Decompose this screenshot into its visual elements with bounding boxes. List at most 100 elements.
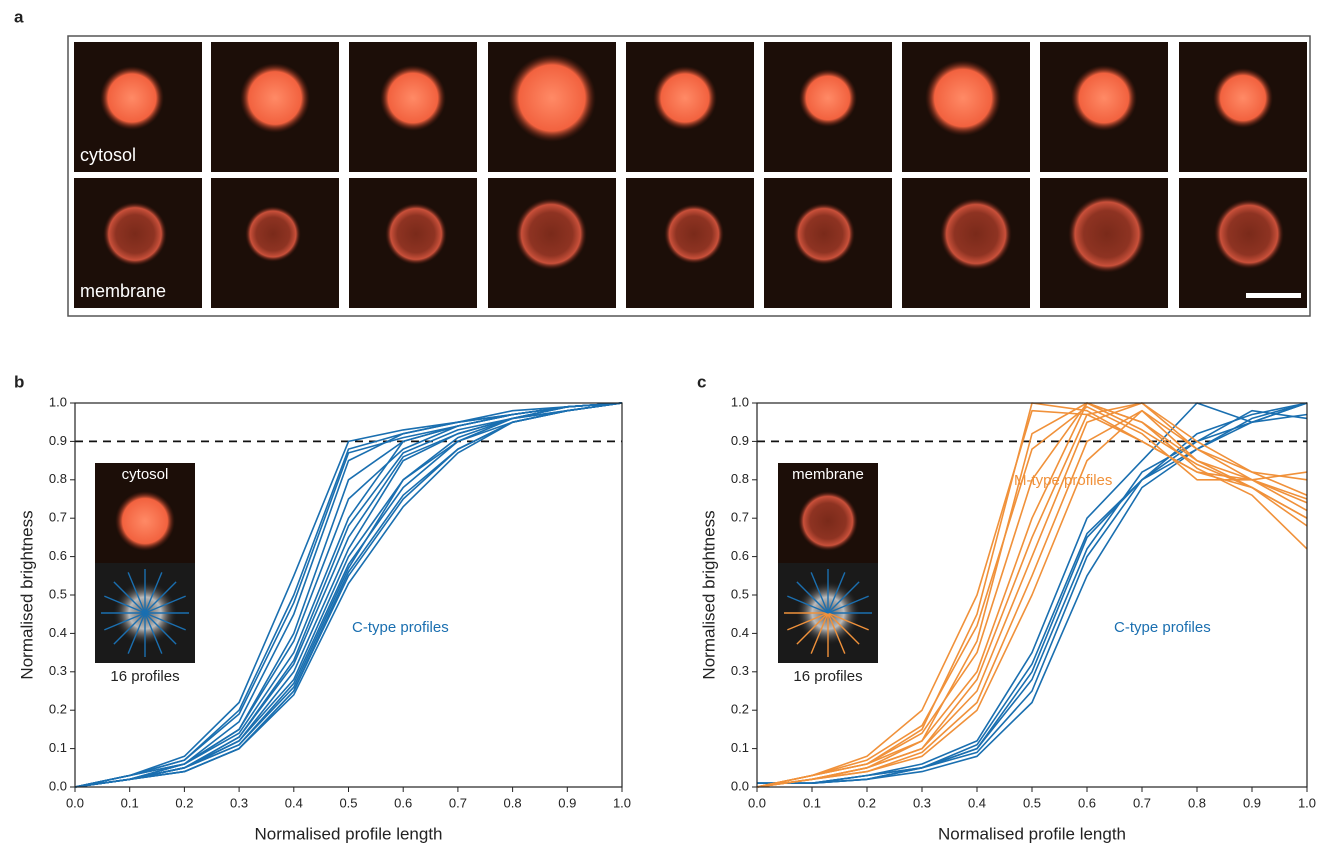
inset-caption: 16 profiles xyxy=(110,668,179,685)
y-axis-label: Normalised brightness xyxy=(17,510,36,679)
x-tick-label: 0.2 xyxy=(858,795,876,810)
y-axis-label: Normalised brightness xyxy=(699,510,718,679)
inset-ray xyxy=(144,612,177,645)
cell xyxy=(100,66,164,130)
y-tick-label: 0.9 xyxy=(731,433,749,448)
y-tick-label: 0.2 xyxy=(731,702,749,717)
x-tick-label: 1.0 xyxy=(1298,795,1316,810)
y-tick-label: 0.0 xyxy=(49,778,67,793)
panel-label: a xyxy=(14,7,24,26)
x-tick-label: 0.4 xyxy=(968,795,986,810)
row-label: cytosol xyxy=(80,145,136,165)
inset-cell xyxy=(798,491,858,551)
inset-ray xyxy=(104,595,146,614)
profile-line xyxy=(756,409,1308,788)
annotation: M-type profiles xyxy=(1014,472,1112,489)
cell xyxy=(793,203,855,265)
cell xyxy=(925,60,1001,136)
inset-ray xyxy=(104,612,146,631)
y-tick-label: 0.5 xyxy=(731,586,749,601)
cell xyxy=(799,69,857,127)
inset-ray xyxy=(113,612,146,645)
x-tick-label: 0.9 xyxy=(1243,795,1261,810)
inset-ray xyxy=(127,572,146,614)
inset-caption: 16 profiles xyxy=(793,668,862,685)
x-tick-label: 0.3 xyxy=(913,795,931,810)
x-tick-label: 0.2 xyxy=(175,795,193,810)
cell xyxy=(245,206,301,262)
inset-ray xyxy=(113,581,146,614)
cell-images: cytosol membrane xyxy=(74,42,1307,308)
profile-line xyxy=(74,402,623,788)
cell xyxy=(1068,195,1146,273)
cell xyxy=(103,202,167,266)
cell xyxy=(940,198,1012,270)
y-tick-label: 0.7 xyxy=(49,510,67,525)
inset-ray xyxy=(144,612,186,631)
y-tick-label: 0.2 xyxy=(49,702,67,717)
plot-frame xyxy=(74,402,623,788)
inset-ray xyxy=(796,581,829,614)
x-tick-label: 0.7 xyxy=(1133,795,1151,810)
y-tick-label: 0.1 xyxy=(49,740,67,755)
scale-bar xyxy=(1246,293,1301,298)
y-tick-label: 0.6 xyxy=(731,548,749,563)
cell xyxy=(1214,199,1284,269)
y-tick-label: 0.3 xyxy=(731,663,749,678)
y-tick-label: 0.0 xyxy=(731,778,749,793)
cell xyxy=(653,66,717,130)
y-tick-label: 0.1 xyxy=(731,740,749,755)
x-tick-label: 0.6 xyxy=(394,795,412,810)
inset-ray xyxy=(827,572,846,614)
cell xyxy=(240,63,310,133)
cell xyxy=(380,65,446,131)
cell xyxy=(385,203,447,265)
inset-ray xyxy=(827,595,869,614)
y-tick-label: 1.0 xyxy=(731,394,749,409)
annotation: C-type profiles xyxy=(352,619,449,636)
panel-label: c xyxy=(697,372,706,391)
y-tick-label: 0.8 xyxy=(49,471,67,486)
y-tick-label: 0.6 xyxy=(49,548,67,563)
profile-line xyxy=(756,402,1308,788)
inset-ray xyxy=(787,595,829,614)
y-tick-label: 0.3 xyxy=(49,663,67,678)
panel-label: b xyxy=(14,372,24,391)
x-tick-label: 0.1 xyxy=(121,795,139,810)
profile-line xyxy=(757,402,1308,784)
x-axis-label: Normalised profile length xyxy=(938,824,1126,843)
y-tick-label: 0.4 xyxy=(49,625,67,640)
x-tick-label: 0.5 xyxy=(1023,795,1041,810)
x-axis-label: Normalised profile length xyxy=(254,824,442,843)
x-tick-label: 0.4 xyxy=(285,795,303,810)
y-tick-label: 0.7 xyxy=(731,510,749,525)
inset-ray xyxy=(144,581,177,614)
cell xyxy=(664,204,724,264)
y-tick-label: 0.5 xyxy=(49,586,67,601)
x-tick-label: 0.8 xyxy=(504,795,522,810)
inset-ray xyxy=(827,612,860,645)
plot-frame xyxy=(756,402,1308,788)
annotation: C-type profiles xyxy=(1114,619,1211,636)
x-tick-label: 0.3 xyxy=(230,795,248,810)
profile-line xyxy=(757,409,1308,784)
inset-ray xyxy=(787,612,829,631)
x-tick-label: 0.9 xyxy=(558,795,576,810)
y-tick-label: 0.8 xyxy=(731,471,749,486)
inset-label: membrane xyxy=(792,466,864,483)
x-tick-label: 1.0 xyxy=(613,795,631,810)
inset-ray xyxy=(144,572,163,614)
cell xyxy=(515,198,587,270)
x-tick-label: 0.8 xyxy=(1188,795,1206,810)
inset-ray xyxy=(827,581,860,614)
profile-line xyxy=(756,402,1308,788)
inset-ray xyxy=(827,612,869,631)
charts: b 0.0 0.1 0.2 0.3 0.4 0.5 0.6 0.7 0.8 0.9 1.0 0.0 0.1… xyxy=(14,372,1316,843)
cell xyxy=(1071,65,1137,131)
inset-label: cytosol xyxy=(122,466,169,483)
inset-ray xyxy=(127,612,146,654)
inset-ray xyxy=(796,612,829,645)
row-label: membrane xyxy=(80,281,166,301)
cell xyxy=(1213,68,1273,128)
